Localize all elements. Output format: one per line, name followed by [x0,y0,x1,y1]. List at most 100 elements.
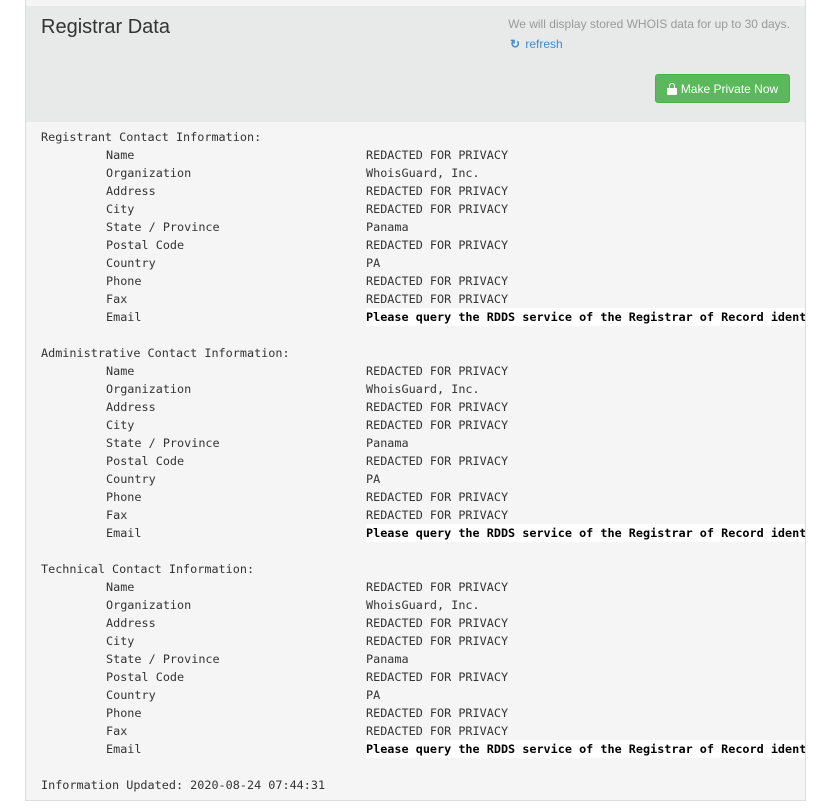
field-label: Phone [106,490,142,504]
field-label: Name [106,364,135,378]
whois-row: Postal Code REDACTED FOR PRIVACY [41,668,805,686]
whois-row: Name REDACTED FOR PRIVACY [41,578,805,596]
field-value: PA [366,472,381,486]
whois-row: State / Province Panama [41,434,805,452]
whois-row: Country PA [41,254,805,272]
field-label: City [106,634,135,648]
field-label: Address [106,184,156,198]
field-value: REDACTED FOR PRIVACY [366,184,509,198]
field-value: REDACTED FOR PRIVACY [366,148,509,162]
field-value: REDACTED FOR PRIVACY [366,616,509,630]
lock-icon [666,83,677,95]
field-label: Address [106,400,156,414]
field-value: REDACTED FOR PRIVACY [366,634,509,648]
whois-row: Country PA [41,686,805,704]
whois-row: Postal Code REDACTED FOR PRIVACY [41,452,805,470]
field-label: Organization [106,166,192,180]
registrar-data-panel: Registrar Data We will display stored WH… [25,6,806,801]
field-value: REDACTED FOR PRIVACY [366,580,509,594]
panel-header: Registrar Data We will display stored WH… [26,6,805,122]
blank-line [41,326,805,344]
field-label: Postal Code [106,454,185,468]
field-label: City [106,202,135,216]
whois-row: Country PA [41,470,805,488]
field-label: State / Province [106,436,220,450]
field-value: REDACTED FOR PRIVACY [366,454,509,468]
blank-line [41,758,805,776]
field-label: City [106,418,135,432]
make-private-button[interactable]: Make Private Now [655,74,790,103]
field-value: PA [366,256,381,270]
field-label: Organization [106,382,192,396]
whois-row: State / Province Panama [41,218,805,236]
field-label: Country [106,256,156,270]
field-value: Please query the RDDS service of the Reg… [366,740,805,758]
make-private-label: Make Private Now [680,81,779,96]
field-label: Postal Code [106,238,185,252]
field-value: REDACTED FOR PRIVACY [366,202,509,216]
information-updated: Information Updated: 2020-08-24 07:44:31 [41,778,326,792]
whois-row: Email Please query the RDDS service of th… [41,308,805,326]
field-value: PA [366,688,381,702]
panel-top [25,0,806,6]
field-value: WhoisGuard, Inc. [366,382,480,396]
section-heading: Administrative Contact Information: [41,346,290,360]
field-value: Panama [366,652,409,666]
section-heading: Registrant Contact Information: [41,130,262,144]
field-value: REDACTED FOR PRIVACY [366,670,509,684]
whois-row: City REDACTED FOR PRIVACY [41,632,805,650]
whois-row: Phone REDACTED FOR PRIVACY [41,272,805,290]
whois-row: Address REDACTED FOR PRIVACY [41,614,805,632]
whois-row: Email Please query the RDDS service of th… [41,740,805,758]
whois-row: Organization WhoisGuard, Inc. [41,380,805,398]
section-heading: Technical Contact Information: [41,562,255,576]
field-label: Postal Code [106,670,185,684]
field-label: Fax [106,292,128,306]
field-value: REDACTED FOR PRIVACY [366,490,509,504]
whois-row: City REDACTED FOR PRIVACY [41,416,805,434]
whois-record: Registrant Contact Information: Name REDAC… [41,128,805,794]
field-value: REDACTED FOR PRIVACY [366,292,509,306]
whois-row: Fax REDACTED FOR PRIVACY [41,506,805,524]
field-value: REDACTED FOR PRIVACY [366,418,509,432]
field-label: State / Province [106,652,220,666]
field-label: Country [106,688,156,702]
whois-row: Phone REDACTED FOR PRIVACY [41,704,805,722]
field-label: Email [106,526,142,540]
field-label: Fax [106,508,128,522]
field-value: REDACTED FOR PRIVACY [366,364,509,378]
field-label: Phone [106,274,142,288]
field-value: REDACTED FOR PRIVACY [366,274,509,288]
field-value: Please query the RDDS service of the Reg… [366,308,805,326]
field-label: Name [106,148,135,162]
field-label: Fax [106,724,128,738]
field-label: Name [106,580,135,594]
field-value: REDACTED FOR PRIVACY [366,508,509,522]
field-value: WhoisGuard, Inc. [366,166,480,180]
whois-row: City REDACTED FOR PRIVACY [41,200,805,218]
refresh-label: refresh [525,37,563,51]
field-label: Country [106,472,156,486]
refresh-link[interactable]: ↻ refresh [510,37,563,51]
field-label: Organization [106,598,192,612]
whois-row: Postal Code REDACTED FOR PRIVACY [41,236,805,254]
field-value: REDACTED FOR PRIVACY [366,724,509,738]
whois-row: Email Please query the RDDS service of th… [41,524,805,542]
field-label: State / Province [106,220,220,234]
refresh-icon: ↻ [510,37,521,51]
field-label: Address [106,616,156,630]
field-value: REDACTED FOR PRIVACY [366,400,509,414]
field-label: Email [106,742,142,756]
field-value: Panama [366,220,409,234]
whois-row: Fax REDACTED FOR PRIVACY [41,290,805,308]
whois-row: Name REDACTED FOR PRIVACY [41,362,805,380]
field-label: Email [106,310,142,324]
field-value: WhoisGuard, Inc. [366,598,480,612]
whois-row: Name REDACTED FOR PRIVACY [41,146,805,164]
field-label: Phone [106,706,142,720]
whois-row: State / Province Panama [41,650,805,668]
field-value: REDACTED FOR PRIVACY [366,706,509,720]
blank-line [41,542,805,560]
page-title: Registrar Data [41,16,170,38]
field-value: REDACTED FOR PRIVACY [366,238,509,252]
